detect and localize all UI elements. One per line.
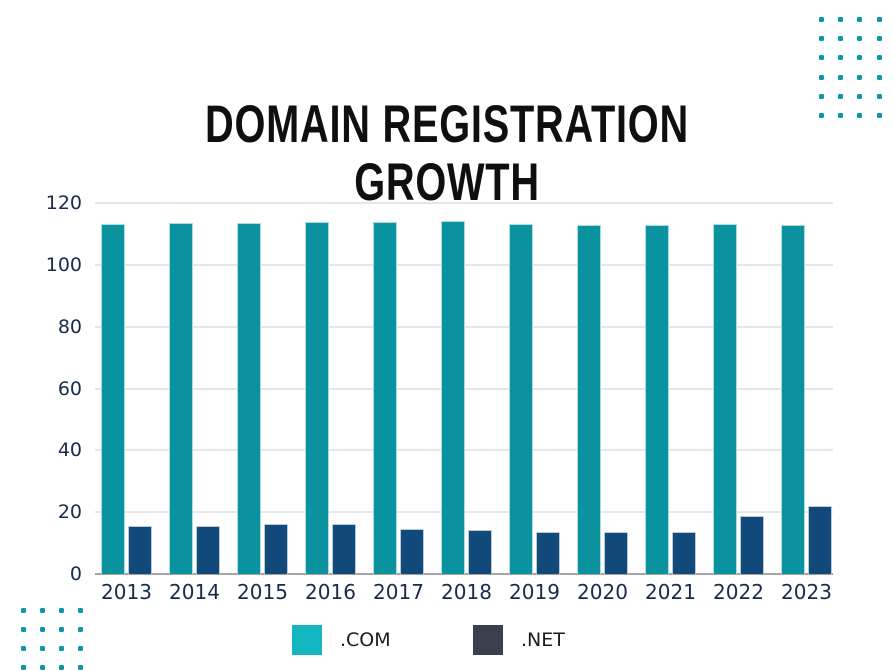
decor-dot [21,627,26,632]
decor-dot [819,55,824,61]
decor-dot [876,17,882,22]
x-axis-tick-2017: 2017 [373,580,424,604]
bar-com-2020 [577,224,601,574]
decor-dot [78,627,83,632]
y-axis-tick-120: 120 [45,192,82,214]
decor-dot [838,113,844,118]
y-axis-tick-20: 20 [57,501,82,524]
bar-com-2018 [441,220,465,574]
legend-label-net: .NET [521,629,565,651]
x-axis-tick-2021: 2021 [645,580,696,604]
y-axis-tick-0: 0 [69,563,82,585]
bar-com-2023 [781,224,805,574]
decor-dot [857,93,863,99]
decor-dot [838,36,844,42]
x-axis-tick-2019: 2019 [509,580,560,604]
decor-dot [59,665,64,670]
bar-com-2013 [101,224,125,574]
bar-net-2022 [740,515,764,574]
x-axis-tick-2013: 2013 [101,580,152,604]
decor-dot [876,55,882,61]
legend-swatch-net [473,625,503,655]
decor-dot [21,665,26,670]
decor-dot [857,36,863,42]
legend-label-com: .COM [340,629,391,651]
legend-swatch-com [292,625,322,655]
y-axis-tick-60: 60 [57,377,82,400]
x-axis-tick-2015: 2015 [237,580,288,604]
decor-dot [21,646,26,651]
decor-dot [819,93,824,99]
bar-com-2016 [305,222,329,574]
decor-dot [876,36,882,42]
decor-dot [838,17,844,22]
bar-net-2019 [536,531,560,574]
decor-dot [819,113,824,118]
decor-dot [838,55,844,61]
bar-net-2021 [672,531,696,574]
decor-dot [838,74,844,80]
x-axis-tick-2022: 2022 [713,580,764,604]
x-axis-tick-2020: 2020 [577,580,628,604]
decor-dot [40,608,45,613]
decor-dot [876,74,882,80]
y-axis-tick-100: 100 [45,253,82,276]
decor-dot [838,93,844,99]
bar-net-2016 [332,524,356,574]
bar-net-2014 [196,526,220,574]
bar-net-2013 [128,526,152,574]
x-axis-tick-2018: 2018 [441,580,492,604]
decor-dot [819,74,824,80]
bar-net-2020 [604,531,628,574]
x-axis-tick-2023: 2023 [781,580,832,604]
bar-com-2021 [645,224,669,574]
decor-dot [21,608,26,613]
decor-dot [857,17,863,22]
chart-title: DOMAIN REGISTRATION GROWTH [205,94,689,212]
gridline-120 [95,202,833,204]
decor-dot [819,17,824,22]
bar-net-2015 [264,523,288,574]
decor-dot [59,608,64,613]
decor-dot [876,93,882,99]
bar-com-2019 [509,224,533,574]
decor-dot [857,74,863,80]
decor-dot [78,665,83,670]
bar-com-2015 [237,223,261,574]
y-axis-tick-40: 40 [57,439,82,462]
bar-net-2018 [468,530,492,574]
x-axis-tick-2014: 2014 [169,580,220,604]
bar-com-2017 [373,221,397,574]
decor-dot [40,665,45,670]
bar-net-2023 [808,506,832,574]
decor-dot [819,36,824,42]
decor-dot [59,627,64,632]
bar-com-2022 [713,224,737,574]
decor-dot [59,646,64,651]
decor-dot [876,113,882,118]
bar-com-2014 [169,223,193,574]
decor-dot [857,55,863,61]
x-axis-line [95,573,833,575]
decor-dot [857,113,863,118]
decor-dot [78,646,83,651]
y-axis-tick-80: 80 [57,315,82,338]
x-axis-tick-2016: 2016 [305,580,356,604]
decor-dot [40,646,45,651]
decor-dot [40,627,45,632]
decor-dot [78,608,83,613]
bar-net-2017 [400,528,424,574]
